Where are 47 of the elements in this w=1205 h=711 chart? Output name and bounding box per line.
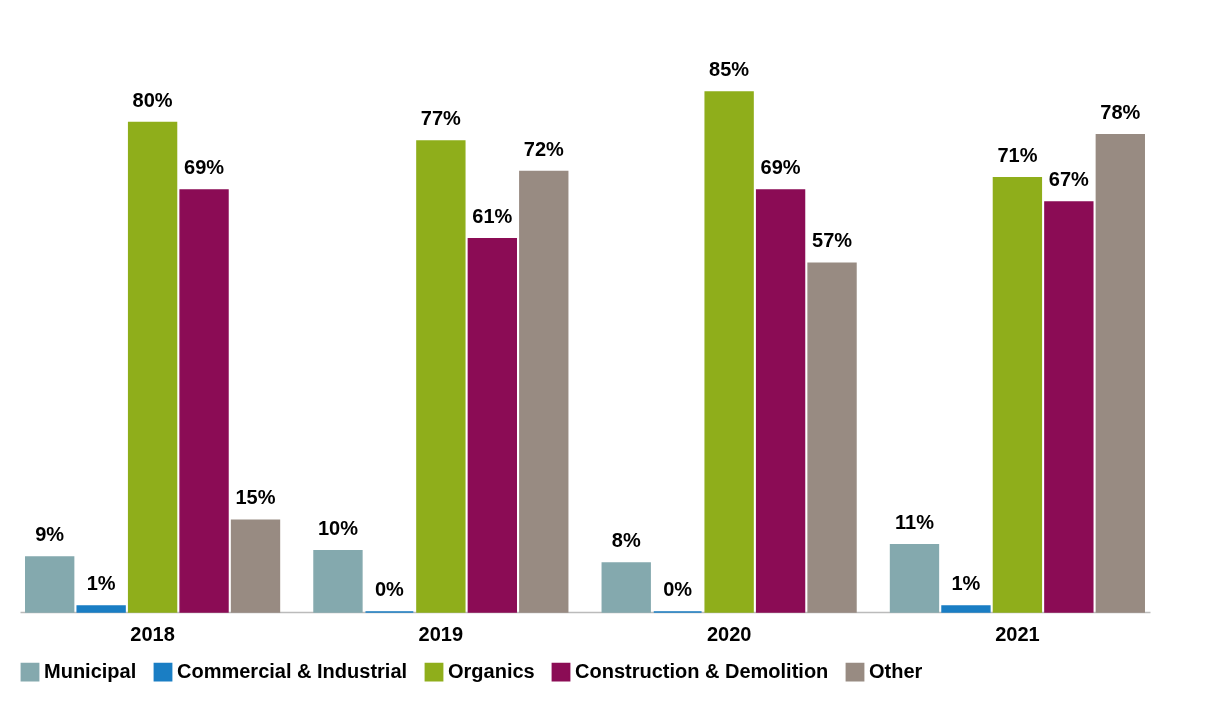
- bar: [25, 556, 75, 613]
- data-label: 1%: [86, 571, 116, 594]
- data-label: 80%: [132, 88, 173, 111]
- bar: [313, 550, 363, 613]
- data-label: 0%: [374, 578, 405, 600]
- legend-label: Other: [869, 660, 923, 683]
- legend-label: Commercial & Industrial: [177, 660, 408, 683]
- data-label: 61%: [472, 204, 513, 227]
- bar: [941, 605, 991, 613]
- data-label: 9%: [35, 522, 65, 545]
- bar: [992, 176, 1043, 613]
- data-label: 1%: [951, 571, 981, 594]
- bar: [1044, 201, 1094, 613]
- bar: [127, 121, 178, 613]
- data-label: 57%: [812, 229, 853, 252]
- bar: [179, 189, 229, 613]
- data-label: 71%: [997, 143, 1038, 166]
- data-label: 72%: [523, 137, 565, 160]
- data-label: 69%: [184, 155, 225, 178]
- bar: [807, 262, 857, 613]
- x-tick-label: 2019: [418, 622, 464, 645]
- bar: [230, 519, 281, 613]
- legend-label: Construction & Demolition: [575, 660, 829, 683]
- bar: [416, 140, 466, 613]
- data-label: 77%: [420, 106, 462, 129]
- bar: [519, 170, 569, 613]
- data-label: 11%: [895, 510, 935, 533]
- bar: [601, 562, 651, 613]
- bar: [1095, 134, 1145, 613]
- data-label: 69%: [760, 155, 801, 178]
- bar: [467, 238, 517, 613]
- data-label: 10%: [317, 516, 359, 539]
- bar: [755, 189, 806, 613]
- data-label: 85%: [709, 58, 750, 80]
- bar: [889, 543, 940, 613]
- legend-label: Organics: [448, 660, 535, 683]
- data-label: 0%: [663, 578, 693, 600]
- bar: [704, 91, 754, 613]
- data-label: 67%: [1048, 168, 1090, 191]
- bar: [76, 605, 126, 613]
- data-label: 78%: [1100, 100, 1141, 123]
- x-tick-label: 2020: [706, 622, 752, 645]
- x-tick-label: 2021: [995, 622, 1040, 645]
- x-tick-label: 2018: [130, 622, 175, 645]
- legend-label: Municipal: [44, 660, 137, 683]
- data-label: 15%: [235, 486, 276, 509]
- data-label: 8%: [611, 529, 641, 552]
